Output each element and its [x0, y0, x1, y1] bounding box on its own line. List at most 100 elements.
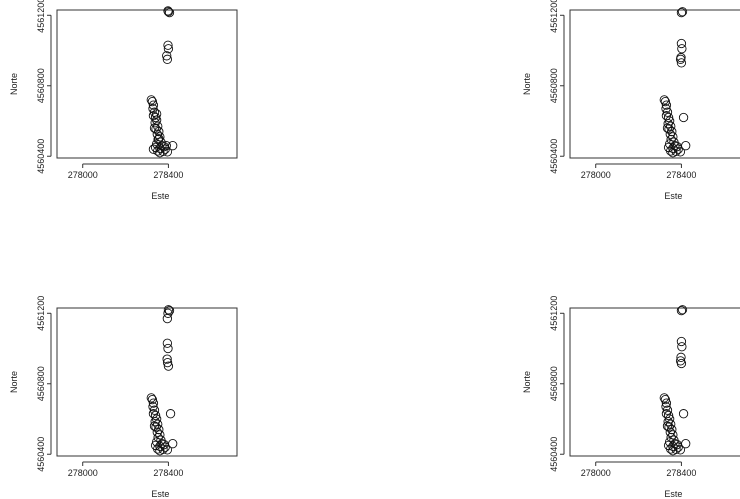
data-point	[677, 7, 688, 17]
data-point	[160, 144, 170, 154]
data-point	[662, 405, 673, 415]
y-tick-label: 4560400	[549, 139, 559, 174]
data-point	[147, 96, 158, 107]
data-point	[160, 442, 170, 452]
data-point	[668, 148, 678, 158]
data-point	[664, 124, 674, 134]
plot-frame	[56, 307, 238, 457]
data-point	[163, 40, 173, 50]
data-point	[681, 141, 691, 151]
data-point	[662, 421, 673, 431]
y-tick-label: 4561200	[36, 0, 46, 33]
data-point	[152, 129, 162, 139]
data-point	[676, 38, 687, 49]
scatter-panel-2: 278000 278400 4560400 4560800 4561200 Este Nor…	[522, 0, 740, 201]
data-point	[168, 141, 178, 151]
scatter-panel-3: 278000 278400 4560400 4560800 4561200 Este Nor…	[9, 296, 238, 499]
data-point	[161, 141, 171, 151]
y-tick-label: 4560400	[36, 139, 46, 174]
data-point	[150, 410, 161, 421]
x-axis-label: Este	[664, 191, 682, 201]
y-axis-label: Norte	[522, 371, 532, 393]
y-tick-label: 4560400	[549, 437, 559, 472]
data-point	[153, 146, 163, 156]
data-point	[666, 444, 676, 454]
y-tick-label: 4560400	[36, 437, 46, 472]
data-point	[162, 54, 173, 64]
data-point	[162, 313, 173, 324]
data-point	[678, 409, 689, 419]
y-tick-label: 4560800	[549, 68, 559, 103]
data-point	[163, 44, 174, 54]
data-point	[681, 439, 691, 449]
data-point	[666, 419, 676, 429]
x-axis-label: Este	[664, 489, 682, 499]
data-point	[668, 441, 678, 451]
data-point	[676, 305, 687, 316]
data-point	[677, 342, 687, 352]
data-point	[165, 409, 176, 419]
data-point	[163, 308, 173, 318]
data-point	[660, 394, 671, 405]
data-point	[675, 147, 686, 157]
data-point	[148, 398, 159, 408]
x-tick-label: 278000	[68, 170, 98, 180]
data-point	[168, 439, 178, 449]
data-point	[150, 416, 160, 427]
x-tick-label: 278400	[666, 468, 696, 478]
data-point	[663, 112, 674, 123]
plot-frame	[569, 9, 740, 159]
data-point	[162, 357, 173, 368]
y-tick-label: 4560800	[36, 366, 46, 401]
data-point	[675, 54, 686, 64]
scatter-panel-1: 278000 278400 4560400 4560800 4561200 Este Nor…	[9, 0, 238, 201]
y-tick-label: 4561200	[549, 296, 559, 331]
plot-frame	[569, 307, 740, 457]
data-point	[149, 421, 160, 431]
x-tick-label: 278000	[581, 170, 611, 180]
data-point	[676, 358, 687, 369]
scatter-panel-4: 278000 278400 4560400 4560800 4561200 Este Nor…	[522, 296, 740, 499]
y-tick-label: 4561200	[36, 296, 46, 331]
data-point	[152, 427, 162, 437]
y-tick-label: 4560800	[36, 68, 46, 103]
data-point	[163, 6, 173, 16]
data-point	[662, 123, 673, 133]
y-tick-label: 4561200	[549, 0, 559, 33]
data-point	[153, 444, 163, 454]
data-point	[661, 398, 672, 408]
data-point	[148, 100, 159, 110]
data-point	[155, 441, 165, 451]
x-tick-label: 278000	[68, 468, 98, 478]
data-point	[163, 343, 173, 354]
data-point	[677, 305, 688, 315]
data-point	[154, 133, 164, 144]
x-tick-label: 278000	[581, 468, 611, 478]
data-point	[151, 422, 161, 432]
data-point	[675, 445, 686, 455]
data-point	[666, 121, 676, 131]
data-point	[663, 416, 673, 427]
data-point	[149, 405, 160, 415]
plot-frame	[56, 9, 238, 159]
data-point	[163, 305, 174, 315]
data-point	[665, 129, 675, 139]
y-axis-label: Norte	[9, 371, 19, 393]
data-point	[162, 354, 172, 364]
data-point	[147, 394, 158, 405]
data-point	[153, 419, 163, 429]
y-axis-label: Norte	[522, 73, 532, 95]
data-point	[659, 95, 669, 105]
data-point	[149, 123, 160, 133]
data-point	[664, 422, 674, 432]
data-point	[676, 7, 687, 18]
data-point	[155, 143, 165, 153]
x-tick-label: 278400	[666, 170, 696, 180]
data-point	[151, 109, 162, 119]
data-point	[155, 446, 165, 456]
data-point	[668, 446, 678, 456]
data-point	[659, 393, 669, 403]
data-point	[676, 352, 686, 362]
x-tick-label: 278400	[153, 170, 183, 180]
